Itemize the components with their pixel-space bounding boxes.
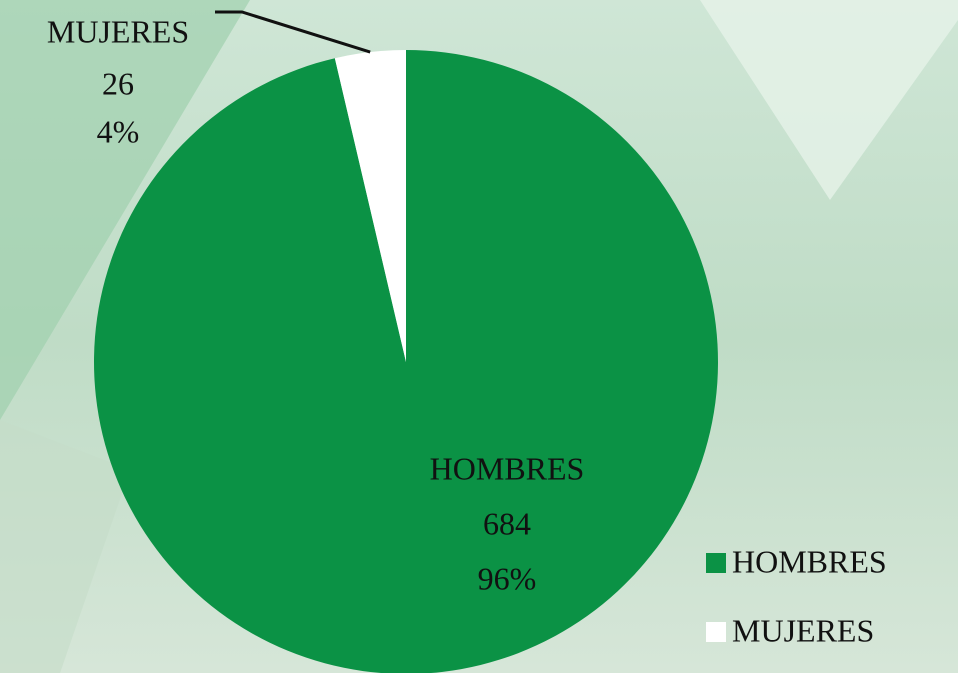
chart: HOMBRES 684 96% MUJERES 26 4% HOMBRES MUJERES (0, 0, 958, 673)
legend-label: HOMBRES (732, 543, 887, 579)
data-label: 684 (483, 505, 531, 541)
data-label: HOMBRES (430, 450, 585, 486)
data-label: 26 (102, 65, 134, 101)
legend-swatch (706, 553, 726, 573)
data-label: 4% (97, 113, 140, 149)
page: {"chart_data": {"type": "pie", "categori… (0, 0, 958, 673)
data-label: 96% (478, 560, 537, 596)
data-label: MUJERES (47, 13, 189, 49)
legend-swatch (706, 622, 726, 642)
legend-label: MUJERES (732, 612, 874, 648)
